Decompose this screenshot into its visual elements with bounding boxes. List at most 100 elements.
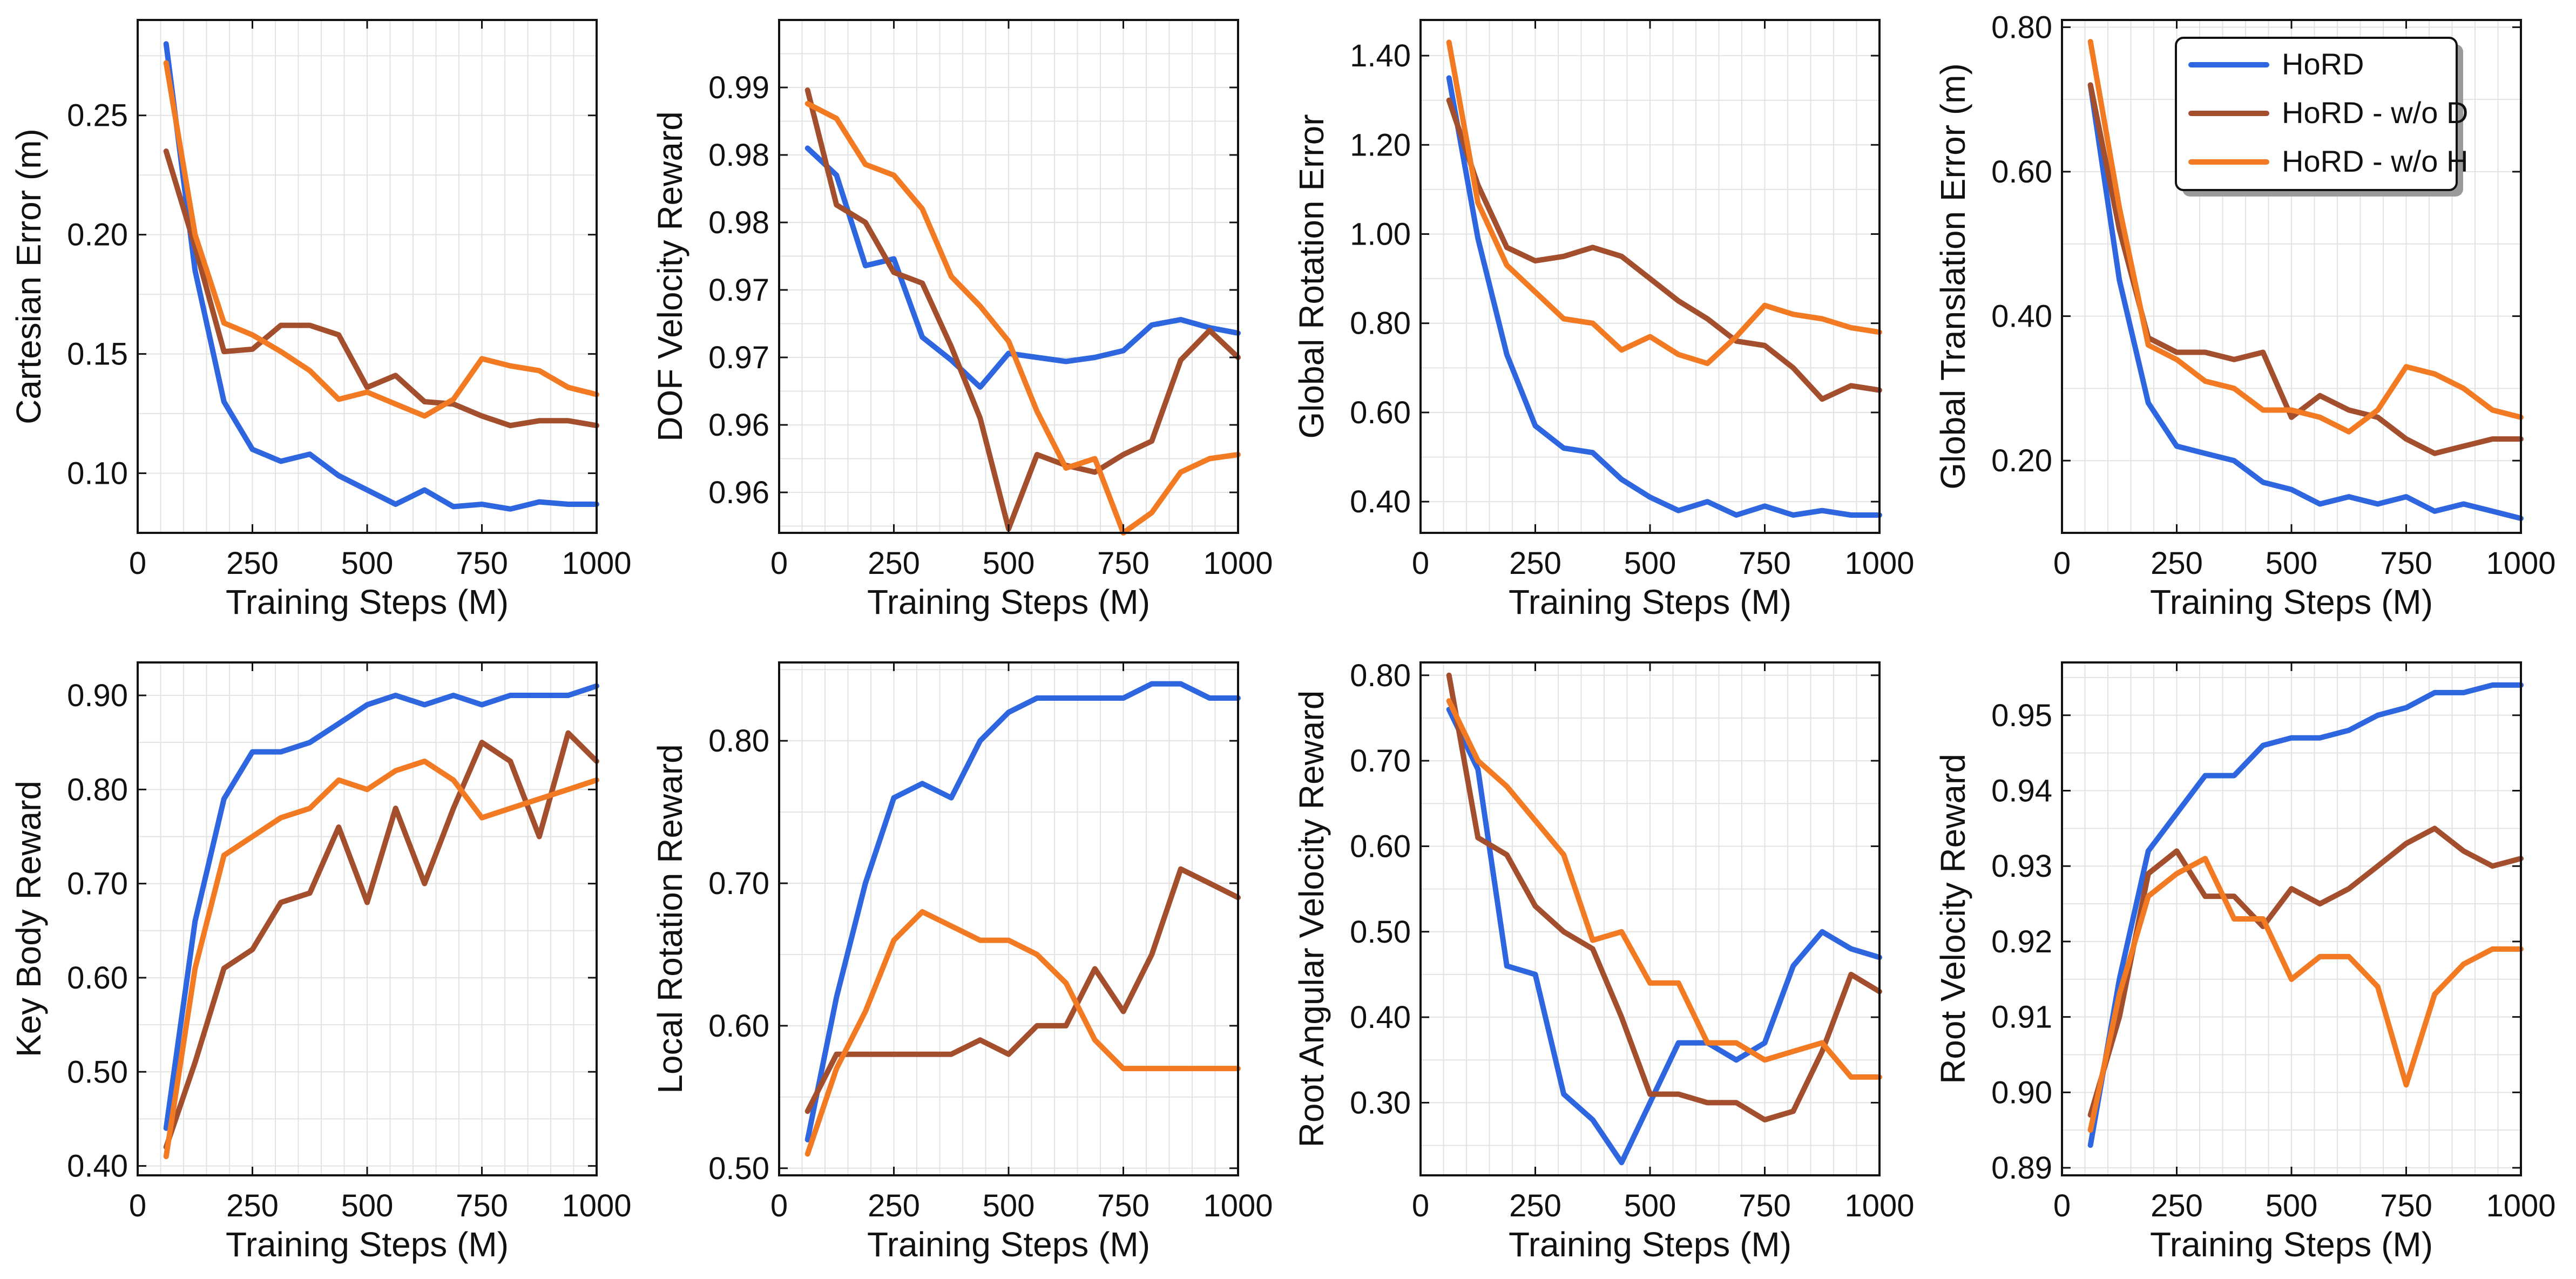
chart-panel-5: 0 250 500 750 1000 0.40 0.50 0.60 0.70 0.80 0.90 Tr…	[9, 661, 632, 1264]
y-tick-label: 0.60	[1350, 395, 1411, 430]
y-axis-label: Key Body Reward	[9, 781, 48, 1057]
y-tick-label: 0.97	[708, 273, 769, 308]
chart-panels: 0 250 500 750 1000 0.10 0.15 0.20 0.25 Training S…	[9, 10, 2556, 1264]
series-line-hord	[2087, 82, 2524, 522]
y-tick-label: 0.98	[708, 205, 769, 240]
y-tick-label: 1.20	[1350, 127, 1411, 163]
chart-panel-6: 0 250 500 750 1000 0.50 0.60 0.70 0.80 Training S…	[651, 661, 1273, 1264]
y-tick-label: 0.40	[67, 1149, 128, 1184]
x-tick-label: 250	[2151, 546, 2203, 581]
y-tick-label: 0.94	[1991, 774, 2052, 809]
y-tick-label: 0.80	[1991, 10, 2052, 45]
y-axis-label: Root Velocity Reward	[1933, 754, 1972, 1084]
series-line-hord-w-o-d	[1446, 97, 1882, 402]
y-tick-label: 0.92	[1991, 924, 2052, 959]
legend-label-hord-wo-d: HoRD - w/o D	[2282, 96, 2468, 130]
x-tick-label: 1000	[1844, 546, 1914, 581]
legend-box	[2175, 37, 2458, 191]
series-line-hord	[1446, 75, 1882, 518]
series-line-hord-w-o-h	[163, 759, 599, 1160]
y-tick-label: 0.80	[1350, 658, 1411, 693]
y-tick-label: 0.89	[1991, 1151, 2052, 1186]
y-tick-label: 0.96	[708, 475, 769, 510]
chart-panel-1: 0 250 500 750 1000 0.10 0.15 0.20 0.25 Training S…	[9, 19, 632, 621]
y-tick-label: 1.00	[1350, 217, 1411, 252]
x-tick-label: 250	[868, 546, 920, 581]
y-axis-label: Global Rotation Error	[1292, 114, 1331, 438]
y-tick-label: 0.40	[1991, 299, 2052, 334]
x-tick-label: 0	[129, 1188, 146, 1223]
legend-label-hord-wo-h: HoRD - w/o H	[2282, 144, 2468, 178]
series-line-hord-w-o-h	[804, 101, 1241, 536]
y-axis-label: DOF Velocity Reward	[651, 111, 689, 442]
x-tick-label: 1000	[2486, 1188, 2555, 1223]
x-tick-label: 500	[1624, 1188, 1676, 1223]
x-tick-label: 500	[983, 546, 1035, 581]
x-tick-label: 0	[1412, 546, 1429, 581]
chart-panel-3: 0 250 500 750 1000 0.40 0.60 0.80 1.00 1.20 1.40 Tr…	[1292, 19, 1915, 621]
y-tick-label: 0.50	[1350, 915, 1411, 950]
y-tick-label: 0.90	[1991, 1075, 2052, 1110]
x-tick-label: 250	[1509, 1188, 1561, 1223]
series-line-hord-w-o-d	[804, 87, 1241, 532]
x-tick-label: 750	[456, 546, 508, 581]
y-axis-label: Cartesian Error (m)	[9, 128, 48, 424]
series-line-hord-w-o-h	[804, 909, 1241, 1157]
y-tick-label: 0.96	[708, 408, 769, 443]
y-tick-label: 0.93	[1991, 849, 2052, 884]
x-tick-label: 1000	[562, 546, 631, 581]
series-line-hord-w-o-h	[163, 60, 599, 419]
series-line-hord	[1446, 707, 1882, 1166]
y-tick-label: 0.10	[67, 456, 128, 491]
chart-panel-4: 0 250 500 750 1000 0.20 0.40 0.60 0.80 Training S…	[1933, 10, 2556, 621]
x-tick-label: 0	[129, 546, 146, 581]
x-tick-label: 500	[2266, 1188, 2318, 1223]
series-line-hord	[163, 41, 599, 512]
x-tick-label: 1000	[2486, 546, 2555, 581]
y-axis-label: Local Rotation Reward	[651, 744, 689, 1093]
x-tick-label: 750	[1739, 1188, 1791, 1223]
x-tick-label: 750	[2380, 546, 2432, 581]
y-tick-label: 0.60	[708, 1009, 769, 1044]
series-line-hord-w-o-d	[2087, 825, 2524, 1118]
x-tick-label: 250	[2151, 1188, 2203, 1223]
x-tick-label: 750	[456, 1188, 508, 1223]
x-tick-label: 750	[1097, 1188, 1150, 1223]
x-tick-label: 1000	[1844, 1188, 1914, 1223]
chart-panel-8: 0 250 500 750 1000 0.89 0.90 0.91 0.92 0.93 0.94 0.…	[1933, 661, 2556, 1264]
x-tick-label: 250	[1509, 546, 1561, 581]
series-line-hord-w-o-d	[163, 730, 599, 1150]
x-tick-label: 0	[770, 1188, 788, 1223]
y-tick-label: 0.80	[1350, 306, 1411, 341]
x-axis-label: Training Steps (M)	[226, 1225, 509, 1264]
series-line-hord	[163, 683, 599, 1131]
y-tick-label: 0.50	[708, 1151, 769, 1186]
y-tick-label: 0.30	[1350, 1085, 1411, 1120]
y-tick-label: 0.20	[1991, 443, 2052, 478]
series-line-hord-w-o-h	[2087, 39, 2524, 435]
series-line-hord-w-o-d	[804, 866, 1241, 1114]
x-tick-label: 0	[2053, 1188, 2071, 1223]
x-axis-label: Training Steps (M)	[226, 583, 509, 621]
x-axis-label: Training Steps (M)	[1509, 1225, 1791, 1264]
y-tick-label: 0.91	[1991, 1000, 2052, 1035]
y-tick-label: 0.98	[708, 138, 769, 173]
legend-label-hord: HoRD	[2282, 47, 2364, 81]
y-tick-label: 1.40	[1350, 38, 1411, 73]
y-tick-label: 0.60	[1991, 154, 2052, 190]
y-tick-label: 0.60	[1350, 829, 1411, 864]
y-tick-label: 0.20	[67, 218, 128, 253]
legend: HoRD HoRD - w/o D HoRD - w/o H	[2175, 37, 2468, 197]
series-line-hord-w-o-d	[2087, 82, 2524, 456]
x-tick-label: 250	[226, 1188, 279, 1223]
y-tick-label: 0.70	[1350, 743, 1411, 779]
x-axis-label: Training Steps (M)	[2150, 1225, 2433, 1264]
x-axis-label: Training Steps (M)	[2150, 583, 2433, 621]
y-tick-label: 0.40	[1350, 1000, 1411, 1035]
x-tick-label: 250	[868, 1188, 920, 1223]
y-tick-label: 0.70	[67, 867, 128, 902]
x-tick-label: 0	[770, 546, 788, 581]
y-axis-label: Global Translation Error (m)	[1933, 63, 1972, 490]
y-tick-label: 0.90	[67, 678, 128, 713]
